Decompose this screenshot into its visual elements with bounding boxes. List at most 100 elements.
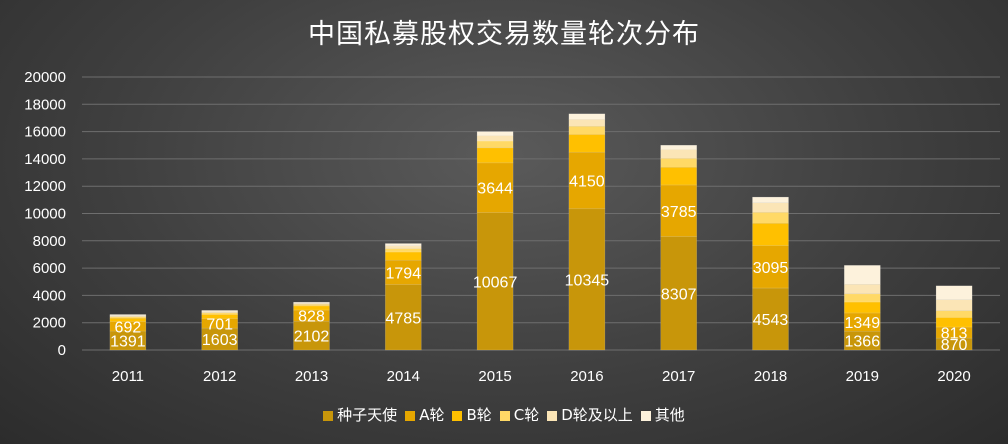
y-tick-label: 14000 (24, 151, 66, 168)
bar-segment (935, 310, 973, 318)
data-label: 4785 (386, 310, 422, 327)
bar-segment (385, 259, 422, 285)
legend-label: 其他 (654, 406, 685, 424)
y-tick-label: 2000 (33, 315, 66, 332)
legend-label: D轮及以上 (561, 406, 633, 424)
legend-item: D轮及以上 (547, 404, 633, 425)
bar-segment (844, 301, 881, 314)
data-label: 1349 (845, 315, 881, 332)
bar-segment (476, 131, 514, 136)
bar-segment (568, 134, 606, 153)
y-tick-label: 10000 (24, 206, 66, 223)
data-label: 1366 (845, 334, 881, 351)
chart-legend: 种子天使 A轮 B轮 C轮 D轮及以上 其他 (0, 404, 1008, 425)
legend-label: C轮 (513, 406, 540, 424)
bar-segment (201, 312, 238, 315)
legend-swatch (640, 411, 651, 421)
bar-segment (752, 212, 789, 224)
x-tick-label: 2018 (754, 368, 787, 385)
bar-segment (476, 162, 514, 213)
chart-title: 中国私募股权交易数量轮次分布 (308, 19, 700, 50)
data-label: 10067 (473, 274, 518, 291)
bar-segment (385, 248, 422, 253)
legend-item: 种子天使 (323, 404, 397, 425)
y-tick-label: 18000 (24, 96, 66, 113)
data-label: 870 (941, 337, 968, 354)
bar-segment (476, 212, 514, 351)
legend-swatch (547, 411, 558, 421)
x-tick-label: 2011 (112, 368, 144, 385)
data-label: 10345 (565, 272, 610, 289)
data-label: 8307 (661, 286, 697, 303)
y-tick-label: 20000 (24, 69, 66, 86)
y-tick-label: 6000 (33, 260, 66, 277)
y-tick-label: 12000 (24, 178, 66, 195)
bar-segment (293, 301, 330, 304)
data-label: 2102 (294, 329, 330, 346)
data-label: 3785 (661, 204, 697, 221)
bar-segment (385, 243, 422, 247)
bar-segment (385, 251, 422, 261)
bar-segment (660, 145, 697, 150)
legend-label: B轮 (466, 406, 492, 424)
data-label: 4150 (569, 173, 605, 190)
data-label: 828 (298, 309, 325, 326)
data-label: 813 (941, 326, 968, 343)
bar-segment (201, 310, 238, 312)
y-tick-label: 8000 (33, 233, 66, 250)
data-label: 4543 (753, 312, 789, 329)
legend-label: A轮 (419, 406, 445, 424)
data-label: 1794 (386, 265, 422, 282)
x-tick-label: 2015 (478, 368, 511, 385)
y-tick-label: 16000 (24, 124, 66, 141)
bar-segment (476, 135, 514, 142)
y-tick-label: 4000 (33, 287, 66, 304)
legend-swatch (323, 411, 334, 421)
bar-segment (568, 119, 606, 127)
bar-segment (385, 284, 422, 351)
x-tick-label: 2016 (570, 368, 603, 385)
legend-item: B轮 (452, 404, 492, 425)
bar-segment (660, 236, 697, 351)
bar-segment (752, 245, 789, 289)
data-label: 701 (206, 316, 233, 333)
data-label: 692 (115, 319, 142, 336)
data-label: 3095 (753, 260, 789, 277)
bar-segment (568, 151, 606, 210)
bar-segment (844, 284, 881, 295)
bar-segment (844, 265, 881, 285)
bar-segment (660, 149, 697, 159)
bar-segment (752, 196, 789, 203)
data-label: 1391 (110, 334, 146, 351)
bar-segment (568, 125, 606, 135)
x-tick-label: 2013 (295, 368, 328, 385)
bar-segment (935, 285, 973, 300)
bar-segment (660, 158, 697, 168)
bar-segment (385, 245, 422, 249)
bar-segment (109, 314, 147, 316)
bar-segment (935, 337, 973, 351)
x-tick-label: 2014 (387, 368, 420, 385)
bar-segment (568, 208, 606, 351)
legend-swatch (405, 411, 416, 421)
legend-item: A轮 (405, 404, 444, 425)
bar-segment (476, 140, 514, 149)
legend-item: C轮 (499, 404, 540, 425)
bar-segment (476, 147, 514, 164)
legend-item: 其他 (640, 404, 685, 425)
x-tick-label: 2017 (662, 368, 695, 385)
bar-segment (752, 222, 789, 246)
bar-segment (293, 321, 330, 351)
bar-segment (568, 113, 606, 120)
data-label: 1603 (202, 332, 238, 349)
legend-swatch (499, 411, 510, 421)
bar-segment (660, 166, 697, 186)
x-tick-label: 2020 (937, 368, 970, 385)
legend-label: 种子天使 (337, 406, 398, 424)
bar-segment (935, 299, 973, 311)
y-tick-label: 0 (58, 342, 66, 359)
bar-segment (752, 287, 789, 351)
bar-segment (660, 184, 697, 237)
x-tick-label: 2019 (846, 368, 879, 385)
